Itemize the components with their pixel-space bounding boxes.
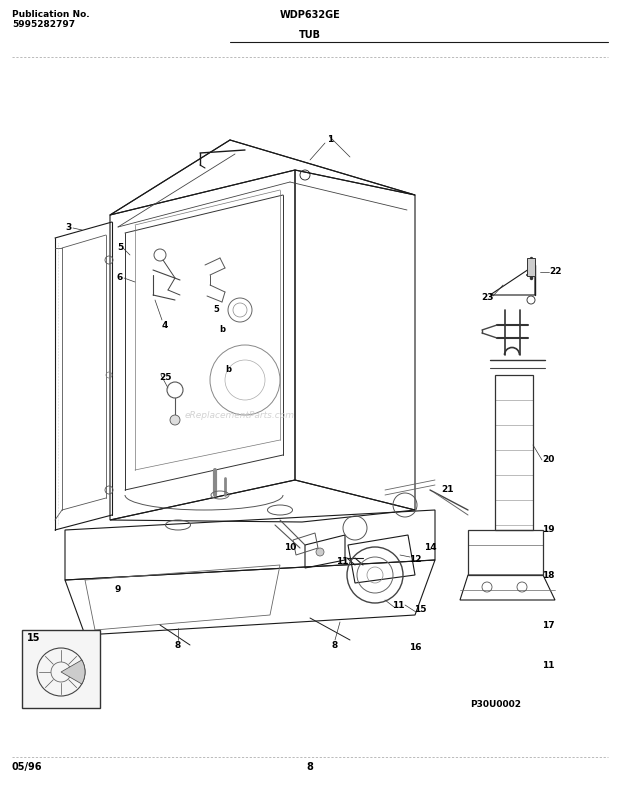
Text: 16: 16: [409, 644, 421, 653]
Text: 15: 15: [27, 633, 40, 643]
Text: 23: 23: [482, 293, 494, 302]
Text: WDP632GE: WDP632GE: [280, 10, 340, 20]
Bar: [495, 375, 533, 530]
Wedge shape: [61, 660, 85, 684]
Text: 10: 10: [284, 543, 296, 552]
Text: 12: 12: [409, 555, 421, 565]
Text: 15: 15: [414, 605, 427, 615]
Text: b: b: [219, 326, 225, 335]
Circle shape: [170, 415, 180, 425]
Text: 21: 21: [441, 486, 453, 494]
Text: 22: 22: [549, 267, 561, 277]
Text: 4: 4: [162, 320, 168, 330]
Text: 11: 11: [542, 660, 554, 669]
Text: 19: 19: [542, 525, 554, 535]
Text: 5: 5: [213, 305, 219, 315]
Text: P30U0002: P30U0002: [470, 700, 521, 709]
Text: 17: 17: [542, 620, 554, 630]
Text: 5: 5: [117, 244, 123, 252]
Text: 6: 6: [117, 274, 123, 282]
Text: TUB: TUB: [299, 30, 321, 40]
Text: 11: 11: [392, 600, 404, 610]
Text: 14: 14: [423, 543, 436, 552]
Text: 8: 8: [306, 762, 314, 772]
Text: b: b: [225, 365, 231, 374]
Text: 1: 1: [327, 135, 333, 145]
Text: 25: 25: [159, 373, 171, 383]
Text: 05/96: 05/96: [12, 762, 43, 772]
Text: eReplacementParts.com: eReplacementParts.com: [185, 411, 295, 419]
Text: 5995282797: 5995282797: [12, 20, 75, 29]
Bar: [527, 258, 535, 276]
Text: 9: 9: [115, 585, 121, 595]
Text: 8: 8: [332, 641, 338, 649]
Bar: [22, 630, 100, 708]
Text: 3: 3: [65, 224, 71, 233]
Circle shape: [316, 548, 324, 556]
Text: Publication No.: Publication No.: [12, 10, 90, 19]
Text: 11: 11: [336, 558, 348, 566]
Bar: [468, 530, 543, 575]
Text: 18: 18: [542, 570, 554, 580]
Text: 20: 20: [542, 456, 554, 464]
Text: 8: 8: [175, 641, 181, 649]
